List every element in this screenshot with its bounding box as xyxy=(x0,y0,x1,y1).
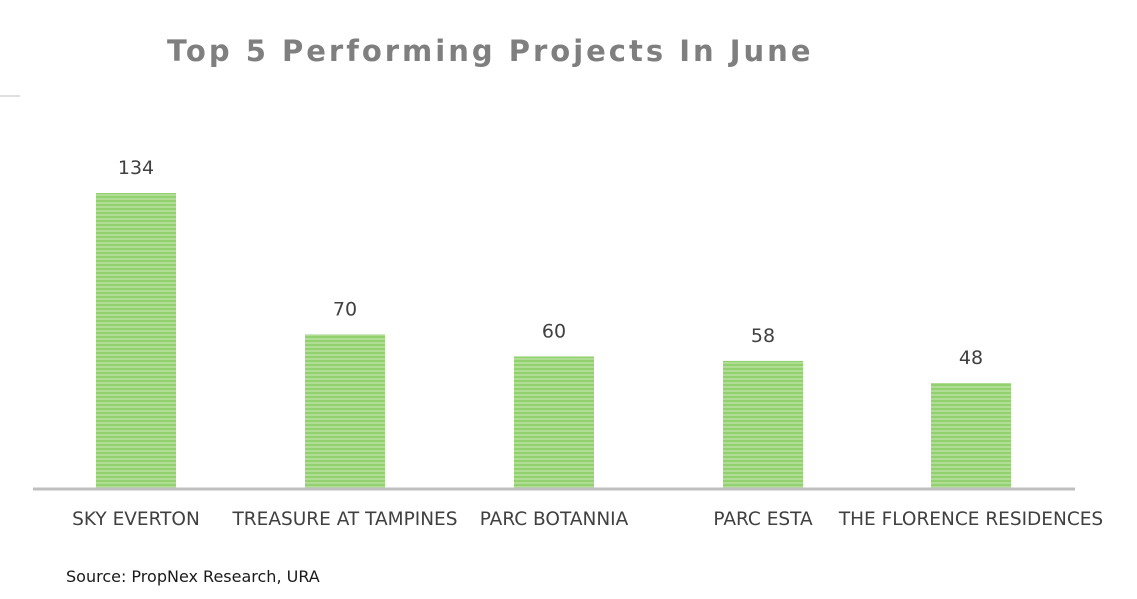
category-label-2: PARC BOTANNIA xyxy=(480,509,629,530)
bars-group xyxy=(96,193,1011,489)
category-label-1: TREASURE AT TAMPINES xyxy=(232,509,458,530)
data-labels-group: 134 70 60 58 48 xyxy=(118,157,983,369)
data-label-4: 48 xyxy=(959,347,983,369)
bar-4 xyxy=(931,382,1011,489)
data-label-3: 58 xyxy=(751,325,775,347)
data-label-1: 70 xyxy=(333,298,357,320)
category-labels-group: SKY EVERTON TREASURE AT TAMPINES PARC BOTA… xyxy=(72,509,1103,530)
bar-3 xyxy=(723,360,803,489)
bar-1 xyxy=(305,334,385,489)
data-label-2: 60 xyxy=(542,320,566,342)
bar-2 xyxy=(514,356,594,489)
category-label-3: PARC ESTA xyxy=(713,509,813,530)
data-label-0: 134 xyxy=(118,157,154,179)
chart-title: Top 5 Performing Projects In June xyxy=(167,34,814,68)
source-note: Source: PropNex Research, URA xyxy=(66,567,320,586)
category-label-4: THE FLORENCE RESIDENCES xyxy=(838,509,1103,530)
bar-0 xyxy=(96,193,176,489)
category-label-0: SKY EVERTON xyxy=(72,509,200,530)
